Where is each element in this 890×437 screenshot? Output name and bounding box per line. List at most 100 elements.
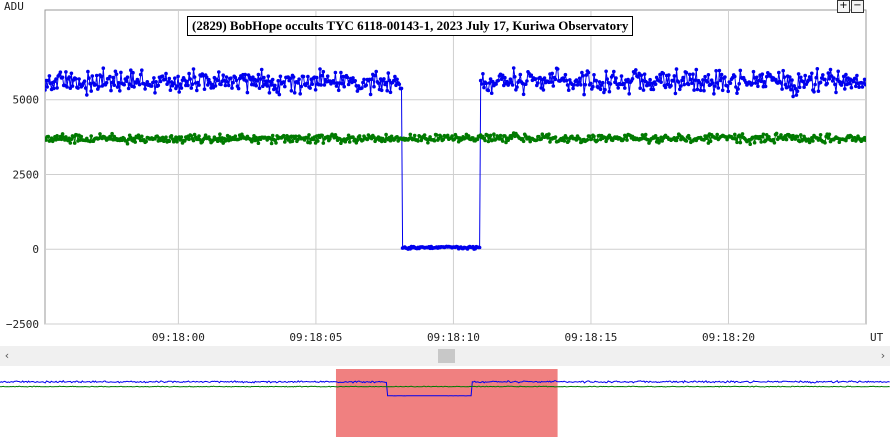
data-point — [626, 77, 630, 82]
data-point — [69, 71, 74, 76]
data-point — [779, 133, 783, 137]
data-point — [843, 87, 847, 91]
data-point — [693, 78, 697, 82]
data-point — [753, 81, 758, 85]
data-point — [653, 82, 658, 86]
data-point — [748, 142, 752, 146]
data-point — [797, 85, 802, 90]
main-chart[interactable]: 5000 2500 0 −2500 ADU 09:18:00 09:18:05 09:18:1… — [0, 0, 890, 346]
data-point — [169, 134, 174, 138]
data-point — [258, 77, 263, 81]
data-point — [849, 85, 854, 90]
data-point — [584, 73, 589, 77]
data-point — [661, 71, 666, 76]
data-point — [616, 86, 620, 90]
data-point — [357, 134, 362, 138]
data-point — [224, 75, 229, 79]
data-point — [777, 70, 781, 75]
data-point — [308, 140, 312, 145]
data-point — [634, 68, 638, 72]
data-point — [104, 80, 109, 85]
data-point — [197, 134, 201, 138]
data-point — [255, 138, 260, 142]
data-point — [256, 72, 261, 77]
data-point — [489, 91, 494, 95]
horizontal-scrollbar[interactable]: ‹ › — [0, 346, 890, 366]
data-point — [773, 77, 778, 82]
data-point — [274, 141, 278, 145]
data-point — [68, 141, 73, 145]
zoom-in-button[interactable]: + — [837, 0, 850, 13]
data-point — [701, 78, 705, 82]
data-point — [110, 80, 114, 85]
data-point — [799, 75, 803, 80]
data-point — [393, 74, 397, 79]
data-point — [270, 77, 275, 82]
data-point — [306, 74, 310, 79]
data-point — [648, 77, 652, 82]
data-point — [189, 134, 194, 138]
data-point — [860, 85, 865, 89]
data-point — [332, 81, 337, 85]
data-point — [143, 87, 147, 91]
data-point — [715, 81, 719, 85]
data-point — [222, 78, 227, 83]
scroll-thumb[interactable] — [438, 349, 455, 363]
data-point — [674, 67, 679, 71]
data-point — [669, 83, 673, 88]
data-point — [494, 82, 498, 86]
data-point — [325, 134, 330, 139]
overview-navigator[interactable] — [0, 367, 890, 437]
data-point — [671, 79, 675, 83]
data-point — [182, 139, 187, 143]
data-point — [496, 78, 501, 83]
data-point — [426, 140, 430, 145]
data-point — [385, 88, 390, 93]
data-point — [577, 76, 582, 81]
data-point — [503, 75, 507, 80]
y-tick-label: 5000 — [13, 94, 40, 107]
data-point — [563, 72, 568, 77]
data-point — [641, 88, 646, 92]
data-point — [503, 134, 507, 138]
data-point — [818, 133, 823, 137]
zoom-out-button[interactable]: − — [851, 0, 864, 13]
data-point — [138, 72, 143, 77]
data-point — [767, 135, 771, 139]
data-point — [296, 81, 300, 85]
scroll-left-arrow-icon[interactable]: ‹ — [4, 349, 10, 362]
data-point — [486, 139, 491, 144]
data-point — [627, 92, 631, 96]
data-point — [717, 68, 722, 73]
data-point — [215, 139, 220, 143]
scroll-right-arrow-icon[interactable]: › — [880, 349, 886, 362]
data-point — [310, 82, 315, 86]
data-point — [779, 81, 783, 85]
data-point — [695, 87, 700, 92]
data-point — [833, 82, 837, 87]
data-point — [215, 78, 220, 83]
data-point — [269, 83, 274, 87]
data-point — [217, 70, 221, 74]
data-point — [825, 81, 829, 86]
data-point — [708, 139, 713, 143]
data-point — [595, 138, 600, 143]
data-point — [178, 82, 183, 86]
data-point — [793, 86, 798, 91]
data-point — [681, 75, 685, 80]
data-point — [137, 82, 142, 87]
data-point — [486, 88, 491, 93]
data-point — [594, 78, 598, 83]
data-point — [188, 77, 192, 81]
data-point — [268, 136, 273, 141]
data-point — [541, 88, 546, 92]
data-point — [795, 89, 800, 93]
data-point — [386, 71, 391, 75]
data-point — [72, 141, 77, 145]
data-point — [152, 76, 156, 80]
data-point — [659, 80, 663, 84]
data-point — [86, 69, 90, 74]
data-point — [175, 139, 179, 144]
data-point — [346, 82, 351, 87]
data-point — [709, 78, 714, 82]
